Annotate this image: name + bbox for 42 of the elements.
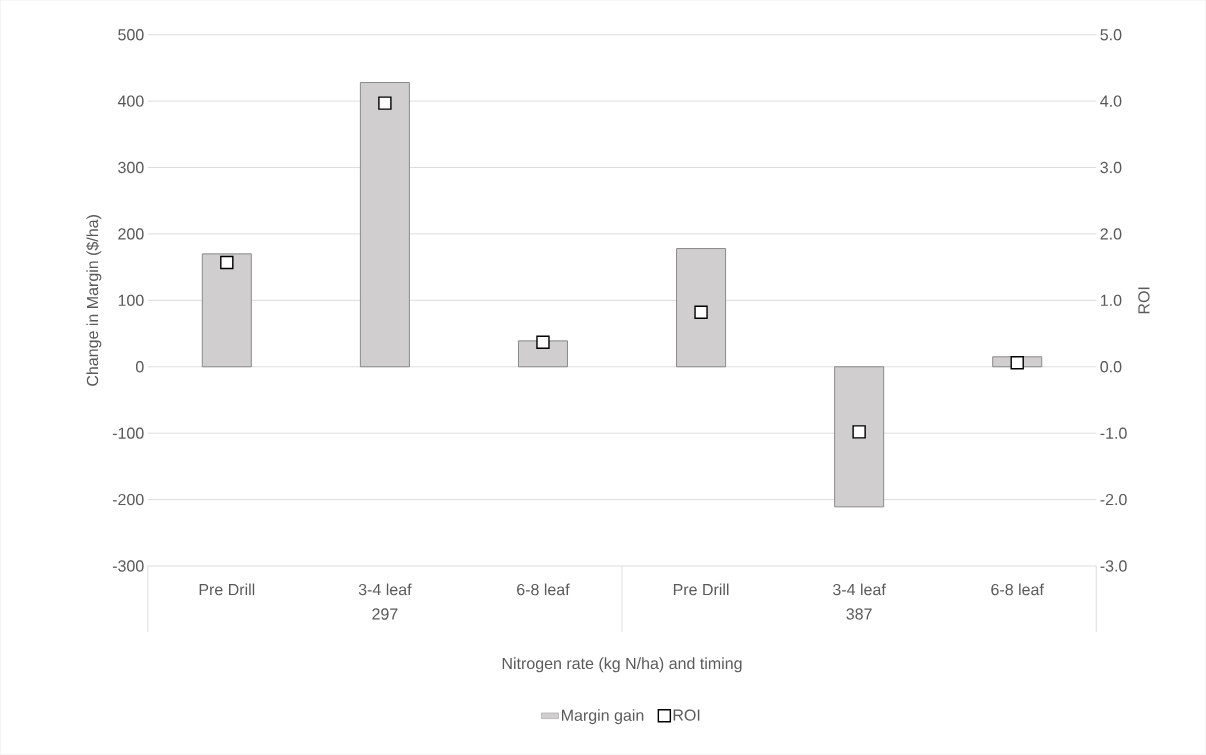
point (378, 96, 392, 110)
y2-tick-label: 4.0 (1100, 95, 1122, 107)
bar (834, 366, 885, 508)
x-axis-title: Nitrogen rate (kg N/ha) and timing (502, 657, 742, 673)
bar (518, 340, 568, 368)
y2-tick-label: -1.0 (1100, 427, 1127, 439)
legend-label: Margin gain (562, 709, 644, 725)
point (694, 305, 708, 320)
y2-tick-label: -2.0 (1100, 494, 1127, 506)
y2-tick-label: -3.0 (1100, 560, 1127, 572)
x-tick-label: Pre Drill (199, 583, 255, 596)
y-tick-label: 0 (135, 361, 144, 373)
y2-tick-label: 3.0 (1100, 161, 1122, 174)
text: 297 (372, 608, 398, 620)
y-tick-label: 100 (118, 294, 144, 307)
y2-tick-label: 0.0 (1100, 361, 1122, 373)
point (1010, 356, 1024, 370)
bar (201, 253, 252, 368)
x-tick-label: 6-8 leaf (991, 583, 1044, 596)
y-tick-label: 400 (117, 95, 144, 107)
bar (676, 248, 727, 368)
point (536, 335, 550, 349)
y-tick-label: -300 (112, 560, 144, 572)
x-tick-label: 3-4 leaf (358, 583, 412, 596)
x-tick-label: 3-4 leaf (833, 583, 886, 596)
point (852, 425, 866, 439)
x-tick-label: 6-8 leaf (517, 583, 570, 596)
legend-label: ROI (673, 709, 700, 721)
text: 387 (846, 608, 872, 620)
y2-tick-label: 2.0 (1100, 228, 1122, 240)
bar (359, 82, 410, 368)
point (220, 255, 234, 270)
y2-tick-label: 5.0 (1100, 29, 1122, 41)
y-tick-label: 200 (118, 228, 144, 240)
y-tick-label: -200 (112, 494, 144, 506)
y-tick-label: 300 (118, 161, 144, 174)
y-axis-title: Change in Margin ($/ha) (86, 215, 102, 386)
y2-axis-title: ROI (1138, 287, 1150, 314)
y-tick-label: -100 (112, 427, 144, 439)
y2-tick-label: 1.0 (1101, 294, 1122, 307)
y-tick-label: 500 (118, 29, 144, 41)
x-tick-label: Pre Drill (673, 583, 729, 596)
